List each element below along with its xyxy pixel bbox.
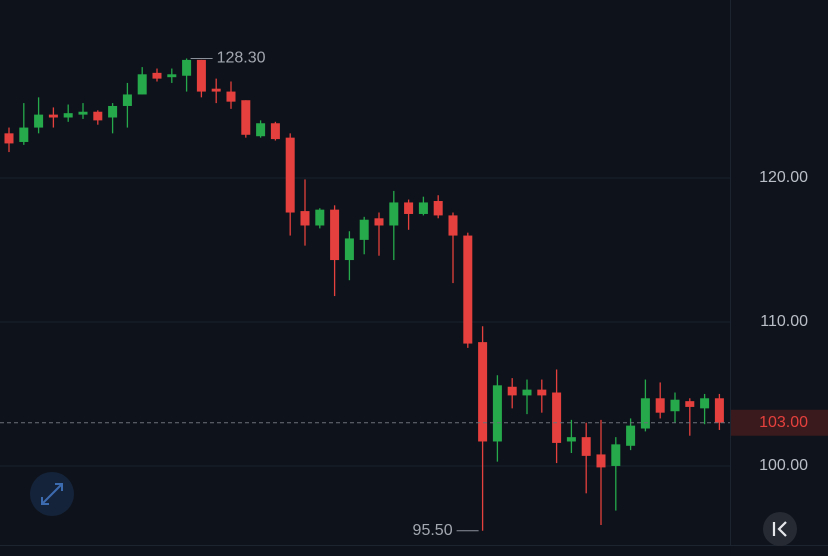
candle-body bbox=[63, 113, 73, 118]
candle-body bbox=[478, 342, 488, 442]
candle-body bbox=[522, 389, 532, 396]
candle-body bbox=[685, 401, 695, 407]
y-tick-label: 100.00 bbox=[759, 457, 808, 474]
candle-body bbox=[552, 392, 562, 443]
high-label: 128.30 bbox=[217, 50, 266, 67]
candle-body bbox=[463, 235, 473, 344]
candle-body bbox=[418, 202, 428, 214]
candle-body bbox=[78, 111, 88, 115]
last-price-box bbox=[731, 409, 828, 436]
candle-body bbox=[655, 398, 665, 413]
candle-body bbox=[256, 123, 266, 137]
last-price-label: 103.00 bbox=[759, 414, 808, 431]
candle-body bbox=[270, 123, 280, 140]
candle-body bbox=[566, 437, 576, 442]
candle-body bbox=[537, 389, 547, 396]
candle-body bbox=[137, 74, 147, 95]
candle-body bbox=[507, 386, 517, 396]
candle-body bbox=[581, 437, 591, 456]
candle-body bbox=[19, 127, 29, 142]
candle-body bbox=[433, 201, 443, 216]
price-axis bbox=[731, 0, 828, 556]
candle-body bbox=[389, 202, 399, 226]
scroll-icon bbox=[772, 521, 787, 537]
candle-body bbox=[211, 88, 221, 92]
candle-body bbox=[152, 72, 162, 79]
candle-body bbox=[315, 209, 325, 226]
scroll-to-start-button[interactable] bbox=[763, 512, 797, 546]
candle-body bbox=[196, 59, 206, 92]
candle-body bbox=[596, 454, 606, 468]
candle-body bbox=[359, 219, 369, 240]
candle-body bbox=[226, 91, 236, 102]
candle-body bbox=[344, 238, 354, 261]
expand-button[interactable] bbox=[30, 472, 74, 516]
candle-body bbox=[611, 444, 621, 466]
candle-body bbox=[93, 111, 103, 121]
candle-body bbox=[640, 398, 650, 429]
candle-body bbox=[241, 100, 251, 135]
candle-body bbox=[404, 202, 414, 214]
candle-body bbox=[122, 94, 132, 106]
low-label: 95.50 bbox=[413, 522, 453, 539]
candle-body bbox=[108, 105, 118, 118]
candle-body bbox=[285, 137, 295, 213]
candle-body bbox=[626, 425, 636, 446]
y-tick-label: 110.00 bbox=[760, 313, 808, 330]
candle-body bbox=[300, 211, 310, 226]
candle-body bbox=[167, 74, 177, 78]
candle-body bbox=[4, 133, 14, 144]
candle-body bbox=[714, 398, 724, 423]
expand-icon bbox=[41, 483, 63, 505]
candle-body bbox=[700, 398, 710, 409]
y-tick-label: 120.00 bbox=[759, 169, 808, 186]
candle-body bbox=[448, 215, 458, 236]
plot: 100.00 110.00 120.00 128.30 95.50 bbox=[0, 50, 808, 539]
candle-body bbox=[182, 59, 192, 76]
candle-body bbox=[670, 399, 680, 412]
candle-body bbox=[48, 114, 58, 118]
candle-body bbox=[492, 385, 502, 442]
candle-body bbox=[34, 114, 44, 128]
candle-body bbox=[374, 218, 384, 226]
candle-body bbox=[330, 209, 340, 261]
